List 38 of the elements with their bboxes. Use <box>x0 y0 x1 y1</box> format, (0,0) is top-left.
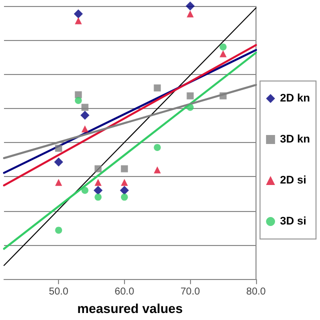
point <box>55 144 62 152</box>
point <box>186 10 194 18</box>
legend-label: 2D kn <box>280 92 310 104</box>
point <box>120 186 129 195</box>
point <box>94 165 102 172</box>
point <box>54 157 64 166</box>
legend-label: 2D si <box>280 174 306 186</box>
x-axis-title: measured values <box>77 301 183 316</box>
x-tick-label: 60.0 <box>114 286 135 298</box>
point <box>220 43 227 50</box>
point <box>120 178 128 186</box>
point <box>74 9 83 18</box>
point <box>220 92 227 100</box>
point <box>74 96 82 104</box>
point <box>81 104 88 111</box>
point <box>81 125 88 132</box>
point <box>81 186 88 194</box>
point <box>94 186 103 195</box>
point <box>94 178 102 186</box>
point <box>74 17 82 24</box>
point <box>154 166 161 174</box>
point <box>186 2 195 10</box>
point <box>55 226 62 234</box>
point <box>186 104 194 111</box>
point <box>186 92 194 100</box>
x-tick-label: 70.0 <box>180 286 200 298</box>
legend-label: 3D kn <box>280 134 310 146</box>
point <box>220 50 227 58</box>
point <box>80 110 90 120</box>
x-tick-label: 50.0 <box>48 286 69 298</box>
point <box>154 84 161 92</box>
point <box>154 144 161 151</box>
point <box>120 165 128 172</box>
point <box>94 194 102 201</box>
x-tick-label: 80.0 <box>246 286 266 298</box>
point <box>120 194 128 201</box>
legend-label: 3D si <box>280 216 306 228</box>
point <box>55 178 62 186</box>
